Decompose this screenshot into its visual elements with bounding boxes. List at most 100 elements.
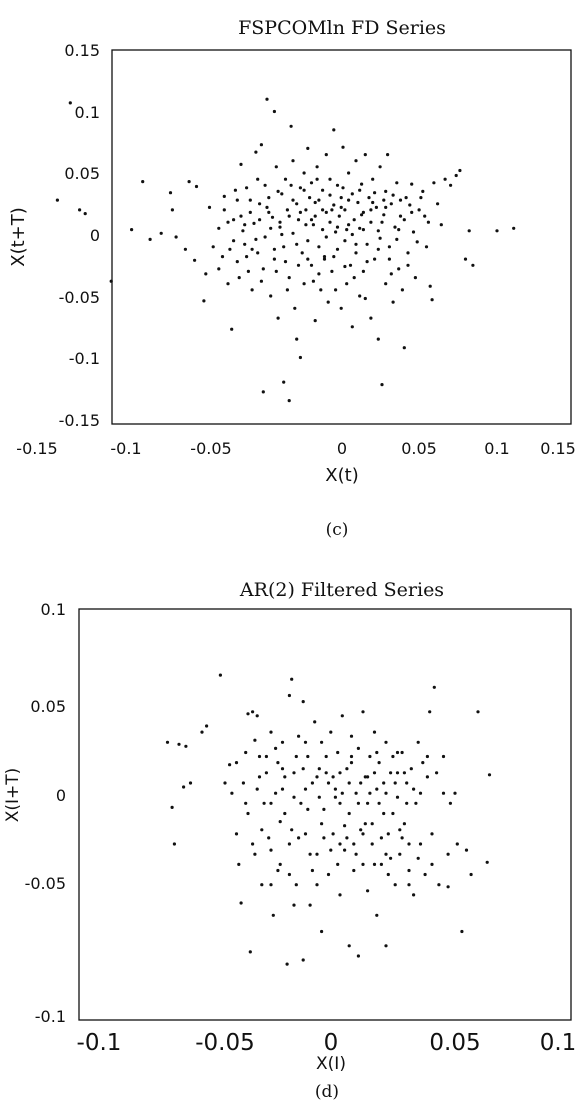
chart-d-data-point [234, 832, 239, 836]
chart-d-caption: (d) [315, 1082, 339, 1102]
chart-d-data-point [313, 720, 317, 724]
chart-d-data-point [441, 754, 446, 759]
chart-d-data-point [165, 740, 170, 744]
chart-d-data-point [278, 820, 282, 824]
chart-d-data-point [343, 824, 347, 828]
chart-d-data-point [347, 944, 351, 948]
chart-d-data-point [292, 795, 296, 799]
chart-d-data-point [432, 685, 436, 689]
chart-c-x-axis-label: X(t) [325, 465, 358, 486]
chart-d-data-point [280, 767, 285, 771]
chart-c-data-point [193, 258, 197, 262]
chart-d-data-point [200, 730, 204, 734]
chart-c-data-point [426, 220, 430, 224]
chart-c-data-point [361, 228, 365, 232]
chart-c-data-point [309, 181, 314, 185]
chart-d-data-point [324, 754, 328, 759]
chart-d-data-point [306, 754, 310, 759]
chart-c-data-point [174, 235, 178, 239]
chart-d-data-point [421, 761, 425, 765]
chart-d-points [165, 673, 492, 966]
chart-c-data-point [463, 257, 468, 261]
chart-d-data-point [269, 730, 273, 734]
chart-d-data-point [324, 771, 328, 775]
chart-d-data-point [345, 836, 349, 840]
chart-c-data-point [282, 245, 286, 249]
chart-c-data-point [296, 263, 301, 267]
chart-c-data-point [265, 97, 269, 101]
chart-c-data-point [335, 247, 340, 251]
chart-c-data-point [348, 263, 353, 267]
chart-c-data-point [291, 198, 295, 202]
chart-d-data-point [416, 740, 420, 744]
chart-c-data-point [458, 168, 462, 173]
chart-c-data-point [287, 276, 291, 280]
chart-c-data-point [393, 225, 397, 229]
chart-c-data-point [382, 213, 386, 217]
chart-c-data-point [269, 294, 273, 298]
chart-c-data-point [308, 196, 312, 200]
chart-c-data-point [384, 189, 388, 193]
chart-c-data-point [400, 288, 404, 292]
chart-d-xtick: 0 [324, 1030, 339, 1056]
chart-d-data-point [315, 852, 319, 856]
chart-c-data-point [226, 220, 230, 224]
chart-d-data-point [363, 775, 367, 779]
chart-c-y-tick-labels: 0.15 0.1 0.05 0 -0.05 -0.1 -0.15 [59, 41, 100, 430]
chart-c-data-point [322, 255, 327, 259]
chart-c-data-point [347, 171, 351, 175]
chart-c-data-point [306, 257, 310, 261]
chart-c-data-point [317, 198, 321, 202]
chart-c-title: FSPCOMln FD Series [238, 17, 446, 39]
chart-c-data-point [350, 325, 354, 329]
chart-d-data-point [303, 740, 308, 744]
chart-c-data-point [328, 220, 332, 224]
chart-c-data-point [428, 284, 432, 288]
chart-c-xtick: 0.1 [484, 439, 509, 458]
chart-d-data-point [368, 754, 372, 759]
chart-c-data-point [313, 200, 317, 205]
chart-d-data-point [375, 750, 379, 755]
chart-d-data-point [407, 868, 411, 873]
chart-c-data-point [397, 267, 401, 271]
chart-c-data-point [430, 298, 434, 302]
chart-c-data-point [202, 299, 206, 303]
chart-c-data-point [252, 221, 256, 225]
chart-c-data-point [361, 210, 365, 214]
chart-c-data-point [389, 272, 393, 276]
chart-c-data-point [471, 263, 475, 267]
chart-c-data-point [373, 257, 377, 261]
chart-d-data-point [398, 828, 402, 832]
chart-d-data-point [257, 754, 262, 759]
chart-c-data-point [345, 228, 349, 232]
chart-c-data-point [55, 198, 60, 202]
chart-d-data-point [230, 791, 234, 795]
chart-c-data-point [246, 269, 250, 273]
chart-d-data-point [294, 754, 298, 759]
chart-d-data-point [382, 781, 386, 785]
chart-c-data-point [387, 257, 391, 261]
chart-c-data-point [439, 223, 443, 227]
chart-c-data-point [384, 205, 388, 209]
chart-c-x-tick-labels: -0.15 -0.1 -0.05 0 0.05 0.1 0.15 [16, 439, 576, 458]
chart-d-data-point [290, 828, 294, 832]
chart-c-data-point [321, 228, 325, 232]
chart-d-data-point [301, 767, 305, 771]
chart-c-data-point [248, 210, 252, 214]
chart-c-data-point [424, 245, 429, 249]
chart-c-data-point [302, 171, 306, 175]
chart-d-data-point [384, 740, 388, 744]
chart-d-data-point [340, 714, 344, 718]
chart-d-data-point [407, 883, 411, 887]
chart-d-data-point [423, 872, 427, 877]
chart-c-data-point [467, 229, 471, 233]
chart-c-data-point [283, 177, 288, 181]
chart-c-data-point [280, 232, 284, 237]
chart-d-data-point [363, 822, 367, 826]
chart-d-data-point [205, 724, 209, 728]
chart-c-data-point [309, 263, 314, 267]
chart-d-data-point [402, 771, 406, 775]
chart-c-data-point [211, 245, 215, 249]
chart-c-data-point [363, 296, 367, 301]
